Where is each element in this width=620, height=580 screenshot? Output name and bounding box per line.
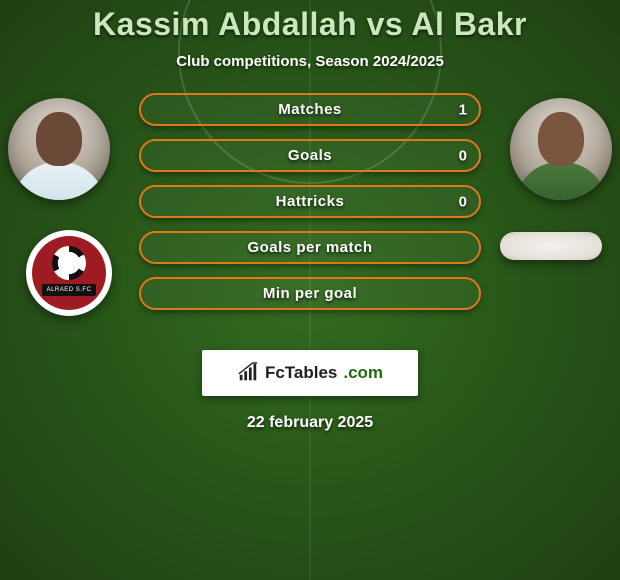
stat-value-right: 0 — [459, 147, 467, 164]
stat-value-right: 1 — [459, 101, 467, 118]
stat-label: Min per goal — [263, 285, 357, 302]
stat-row-min-per-goal: Min per goal — [139, 277, 481, 310]
chart-bars-icon — [237, 362, 259, 384]
stat-label: Matches — [278, 101, 342, 118]
branding-name: FcTables — [265, 363, 337, 383]
avatar-head — [36, 112, 82, 166]
club-badge-left-label: ALRAED S.FC — [42, 284, 96, 296]
avatar-shoulders — [515, 162, 607, 200]
player-avatar-left — [8, 98, 110, 200]
avatar-head — [538, 112, 584, 166]
stat-row-goals: Goals 0 — [139, 139, 481, 172]
stat-label: Goals per match — [247, 239, 372, 256]
avatar-shoulders — [13, 162, 105, 200]
stat-bars: Matches 1 Goals 0 Hattricks 0 Goals per … — [139, 93, 481, 310]
page-subtitle: Club competitions, Season 2024/2025 — [0, 53, 620, 70]
stat-label: Goals — [288, 147, 332, 164]
stat-label: Hattricks — [276, 193, 345, 210]
branding-badge: FcTables .com — [202, 350, 418, 396]
stat-value-right: 0 — [459, 193, 467, 210]
page-title: Kassim Abdallah vs Al Bakr — [0, 6, 620, 43]
comparison-card: Kassim Abdallah vs Al Bakr Club competit… — [0, 0, 620, 580]
club-badge-left: ALRAED S.FC — [26, 230, 112, 316]
stat-row-hattricks: Hattricks 0 — [139, 185, 481, 218]
stat-row-matches: Matches 1 — [139, 93, 481, 126]
club-badge-right-placeholder — [500, 232, 602, 260]
branding-tld: .com — [343, 363, 383, 383]
stat-row-goals-per-match: Goals per match — [139, 231, 481, 264]
comparison-arena: ALRAED S.FC Matches 1 Goals 0 Hattricks … — [0, 98, 620, 328]
player-avatar-right — [510, 98, 612, 200]
comparison-date: 22 february 2025 — [0, 414, 620, 432]
